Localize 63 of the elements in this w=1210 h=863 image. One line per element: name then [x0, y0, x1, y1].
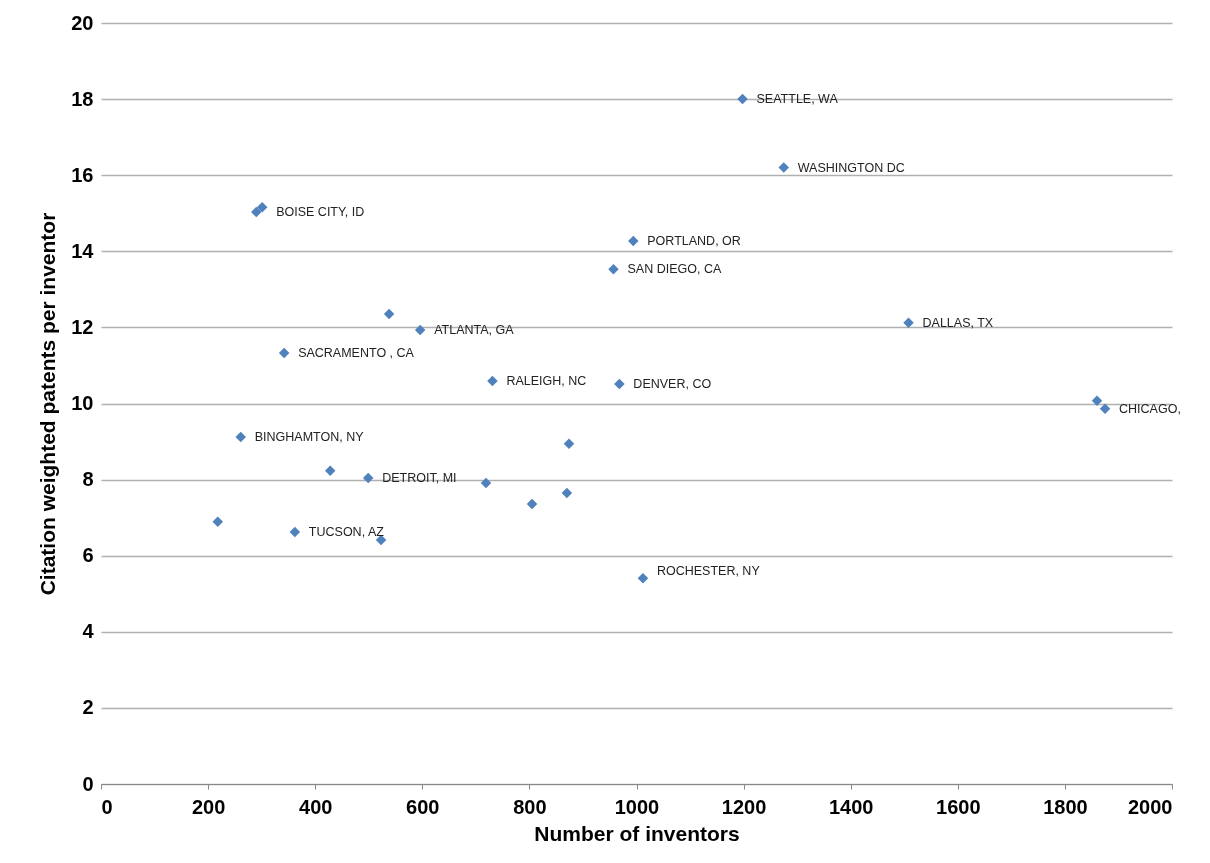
x-tick-label: 200: [191, 795, 226, 818]
point: [251, 206, 262, 218]
annotation: DENVER, CO: [633, 377, 712, 392]
point: [737, 93, 748, 105]
y-tick-label: 14: [71, 239, 95, 262]
point: [903, 317, 914, 329]
annotation: DETROIT, MI: [382, 471, 457, 486]
x-axis-title: Number of inventors: [534, 821, 740, 845]
point: [526, 498, 538, 510]
point: [608, 263, 619, 275]
point: [362, 472, 374, 484]
y-tick-label: 0: [82, 772, 94, 795]
y-tick-label: 16: [71, 163, 94, 186]
x-tick-label: 600: [406, 795, 440, 818]
point: [212, 516, 223, 528]
x-tick-label: 0: [101, 795, 113, 818]
annotation: SAN DIEGO, CA: [627, 262, 722, 277]
annotation: CHICAGO,: [1119, 401, 1181, 416]
x-tick-label: 1200: [721, 795, 767, 818]
y-tick-label: 20: [71, 11, 94, 34]
annotation: BOISE CITY, ID: [276, 205, 365, 220]
annotation: SACRAMENTO , CA: [298, 345, 415, 360]
y-axis-title: Citation weighted patents per inventor: [36, 212, 60, 596]
annotation: ATLANTA, GA: [434, 323, 515, 338]
x-tick-label: 2000: [1128, 795, 1173, 818]
annotation: PORTLAND, OR: [647, 234, 741, 249]
annotation: BINGHAMTON, NY: [254, 429, 365, 444]
annotation: SEATTLE, WA: [756, 92, 839, 107]
point: [778, 162, 790, 173]
point: [628, 235, 639, 247]
y-tick-label: 12: [71, 315, 94, 338]
x-tick-label: 400: [299, 795, 333, 818]
point: [289, 526, 301, 538]
point: [278, 347, 290, 359]
x-tick-label: 1600: [936, 795, 981, 818]
annotation: RALEIGH, NC: [506, 374, 587, 389]
point: [1091, 395, 1103, 407]
y-tick-label: 6: [82, 544, 94, 567]
y-tick-label: 18: [71, 87, 94, 110]
x-tick-label: 1000: [614, 795, 660, 818]
point: [487, 375, 498, 387]
x-tick-label: 1800: [1043, 795, 1088, 818]
y-tick-label: 8: [82, 468, 94, 491]
point: [637, 572, 649, 584]
point: [1099, 403, 1111, 415]
point: [480, 477, 492, 489]
y-tick-label: 2: [82, 696, 94, 719]
point: [324, 465, 336, 477]
annotation: ROCHESTER, NY: [656, 563, 761, 578]
point: [414, 324, 426, 336]
y-tick-label: 4: [82, 620, 95, 643]
annotation: WASHINGTON DC: [797, 160, 905, 175]
point: [563, 438, 575, 450]
x-tick-label: 800: [513, 795, 547, 818]
point: [614, 378, 625, 390]
y-tick-label: 10: [71, 392, 94, 414]
point: [235, 431, 247, 443]
annotation: TUCSON, AZ: [308, 525, 385, 540]
annotation: DALLAS, TX: [922, 315, 994, 330]
point: [561, 487, 573, 499]
x-tick-label: 1400: [828, 795, 874, 818]
point: [383, 308, 395, 320]
point: [256, 201, 268, 213]
